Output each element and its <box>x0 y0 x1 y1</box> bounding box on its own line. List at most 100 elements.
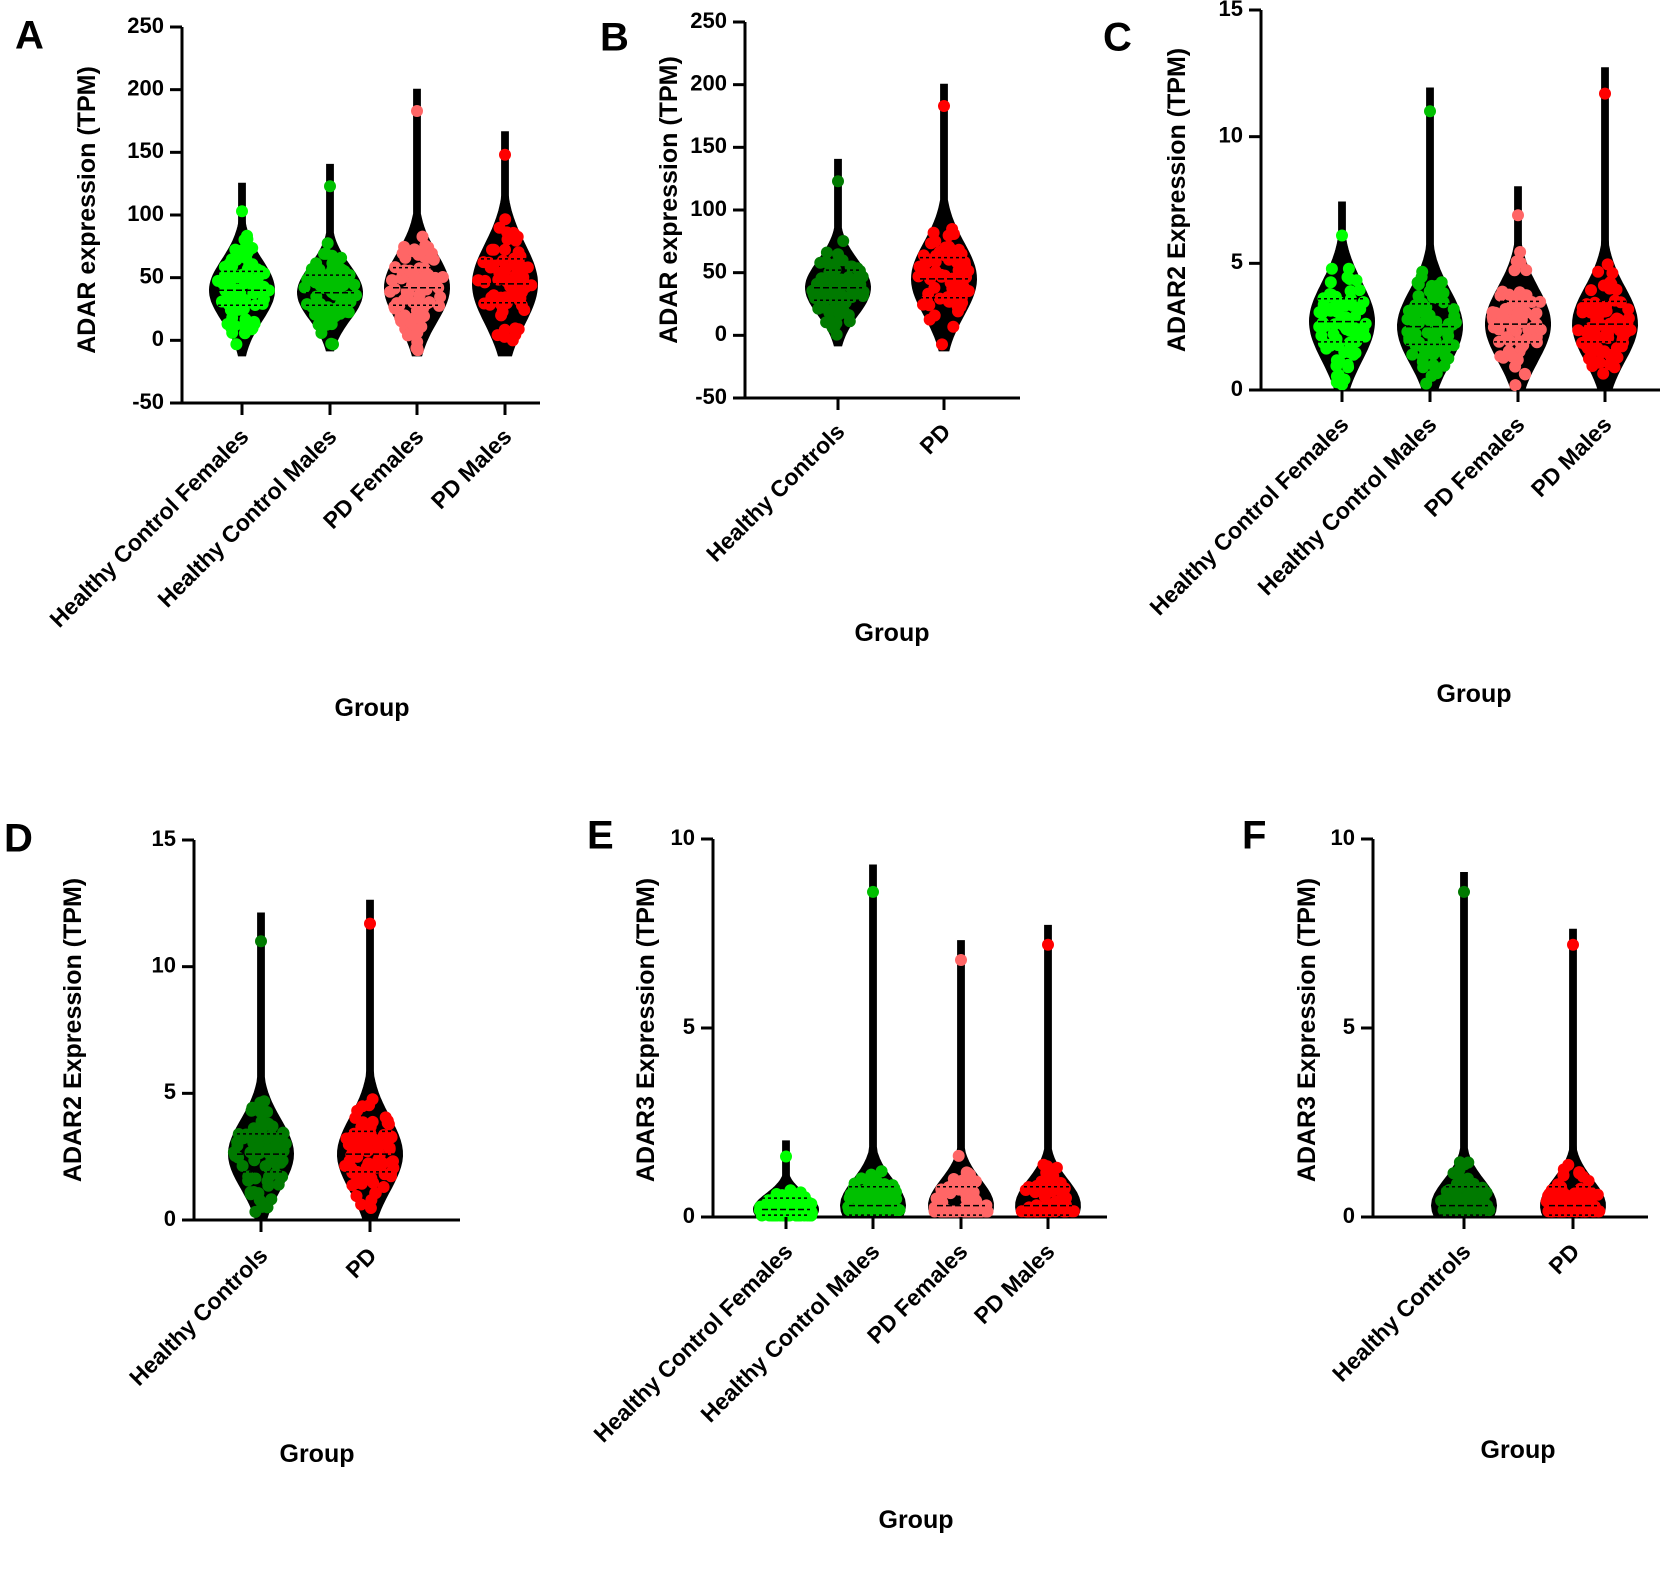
data-point <box>506 334 519 347</box>
violin-group <box>1540 928 1606 1218</box>
data-point <box>1318 337 1330 350</box>
max-point <box>780 1150 792 1163</box>
data-point <box>845 291 858 303</box>
data-point <box>337 276 350 289</box>
y-tick-label: 10 <box>671 825 695 850</box>
data-point <box>368 1133 381 1146</box>
y-tick-label: 15 <box>1219 0 1243 21</box>
data-point <box>265 1193 278 1206</box>
data-point <box>1467 1182 1480 1195</box>
data-point <box>1499 303 1512 315</box>
data-point <box>256 1200 269 1213</box>
data-point <box>277 1126 290 1139</box>
data-point <box>1584 350 1597 363</box>
violin-group <box>1308 201 1376 391</box>
data-point <box>221 318 234 330</box>
data-point <box>1492 322 1505 335</box>
data-point <box>387 1155 399 1168</box>
data-point <box>321 237 334 250</box>
data-point <box>1553 1205 1566 1218</box>
data-point <box>837 303 849 316</box>
data-point <box>218 260 231 273</box>
data-point <box>820 256 832 269</box>
data-point <box>276 1154 289 1167</box>
data-point <box>917 249 930 262</box>
data-point <box>226 326 239 339</box>
data-point <box>255 1115 268 1128</box>
data-point <box>1572 324 1585 337</box>
data-point <box>1606 267 1619 280</box>
data-point <box>272 1178 285 1191</box>
panel-letter: A <box>15 14 44 58</box>
data-point <box>1456 1193 1469 1206</box>
data-point <box>860 1185 873 1198</box>
max-point <box>832 175 844 188</box>
data-point <box>1043 1198 1056 1211</box>
data-point <box>394 311 407 324</box>
data-point <box>1610 342 1623 355</box>
violin-body <box>910 83 978 352</box>
data-point <box>493 267 506 279</box>
data-point <box>1576 301 1589 314</box>
data-point <box>410 342 423 355</box>
data-point <box>1454 1172 1467 1185</box>
data-point <box>414 245 427 258</box>
x-axis-label: Group <box>335 694 410 722</box>
violin-group <box>804 158 872 347</box>
y-tick-label: 200 <box>690 70 727 95</box>
max-point <box>1336 229 1348 242</box>
data-point <box>1466 1193 1479 1206</box>
data-point <box>937 1205 950 1218</box>
y-tick-label: 150 <box>690 133 727 158</box>
panel-letter: D <box>4 817 33 861</box>
data-point <box>946 282 959 295</box>
data-point <box>236 1159 249 1172</box>
data-point <box>1431 323 1444 336</box>
y-tick-label: 10 <box>1331 825 1355 850</box>
data-point <box>852 1204 865 1216</box>
violin-body <box>1015 924 1081 1218</box>
data-point <box>404 264 416 277</box>
violin-group <box>839 864 907 1218</box>
data-point <box>844 260 857 273</box>
data-point <box>1403 331 1416 344</box>
data-point <box>1534 295 1547 308</box>
panel-letter: B <box>600 16 629 60</box>
data-point <box>956 283 968 296</box>
data-point <box>348 278 361 291</box>
x-tick-label: Healthy Controls <box>701 418 850 567</box>
data-point <box>927 226 940 239</box>
y-tick-label: 0 <box>715 321 727 346</box>
data-point <box>1411 276 1424 289</box>
violin-group <box>910 83 978 352</box>
data-point <box>401 329 414 342</box>
data-point <box>518 304 531 316</box>
data-point <box>484 261 497 274</box>
data-point <box>259 1160 272 1173</box>
data-point <box>1592 265 1605 278</box>
data-point <box>241 246 254 259</box>
max-point <box>1599 87 1611 100</box>
data-point <box>820 246 833 259</box>
data-point <box>1413 336 1426 349</box>
data-point <box>1503 288 1516 301</box>
data-point <box>381 1114 394 1127</box>
y-tick-label: -50 <box>695 384 727 409</box>
x-tick-label: PD Males <box>426 423 517 514</box>
data-point <box>222 298 235 311</box>
y-tick-label: 15 <box>152 826 176 851</box>
data-point <box>943 295 956 308</box>
x-tick-label: PD <box>1544 1238 1585 1279</box>
max-point <box>255 935 267 948</box>
data-point <box>1622 312 1635 325</box>
data-point <box>1600 305 1613 318</box>
data-point <box>1508 297 1521 310</box>
data-point <box>1442 329 1455 342</box>
data-point <box>951 1205 964 1218</box>
data-point <box>225 253 238 266</box>
data-point <box>1617 331 1629 344</box>
data-point <box>1041 1160 1054 1173</box>
panel-letter: E <box>587 814 614 858</box>
data-point <box>960 1166 973 1179</box>
violin-group <box>1430 872 1498 1218</box>
